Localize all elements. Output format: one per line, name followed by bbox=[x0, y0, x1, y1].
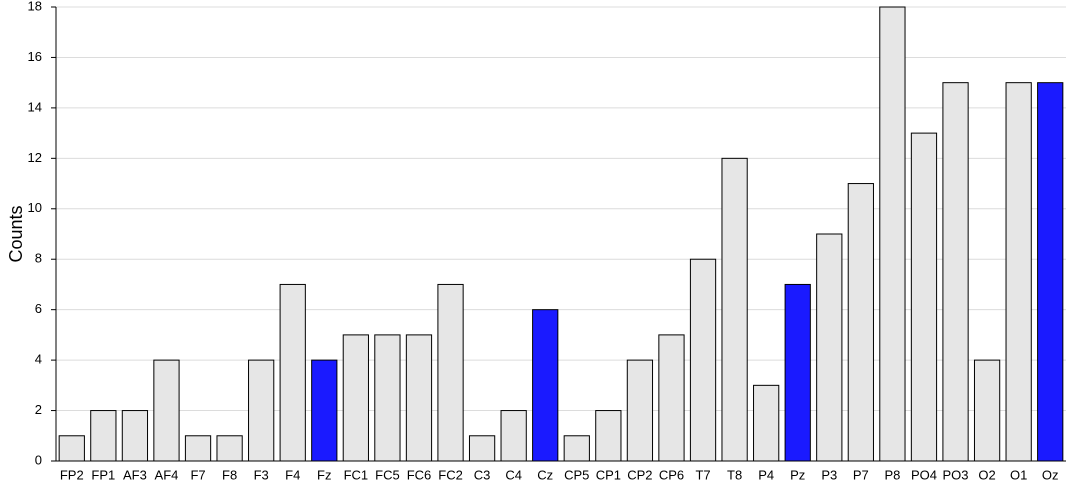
x-tick-label: CP5 bbox=[564, 467, 589, 482]
bar-o1 bbox=[1005, 82, 1032, 462]
x-tick-label: FC2 bbox=[438, 467, 463, 482]
bar-p8 bbox=[879, 6, 906, 462]
x-tick-label: F8 bbox=[222, 467, 237, 482]
y-tick-label: 6 bbox=[35, 301, 42, 316]
x-tick-labels: FP2 FP1 AF3 AF4 F7 F8 F3 F4 Fz FC1 FC5 FC6 FC2 C3 C4 Cz… bbox=[60, 467, 1059, 482]
bar-t7 bbox=[689, 258, 717, 462]
x-tick-label: PO4 bbox=[911, 467, 937, 482]
x-tick-label: C4 bbox=[505, 467, 522, 482]
bar-fc1 bbox=[342, 334, 369, 462]
x-tick-label: Oz bbox=[1042, 467, 1059, 482]
bar-cp2 bbox=[626, 359, 654, 462]
axes bbox=[51, 6, 1066, 462]
y-tick-label: 8 bbox=[35, 251, 42, 266]
bar-fp2 bbox=[58, 435, 85, 462]
y-tick-label: 14 bbox=[28, 99, 42, 114]
y-tick-label: 4 bbox=[35, 352, 42, 367]
x-tick-label: P4 bbox=[758, 467, 774, 482]
x-tick-label: F7 bbox=[190, 467, 205, 482]
bar-cp5 bbox=[563, 435, 590, 462]
bar-t8 bbox=[721, 157, 748, 462]
bar-o2 bbox=[973, 359, 1001, 462]
x-tick-label: PO3 bbox=[943, 467, 969, 482]
bar-p3 bbox=[816, 233, 843, 462]
x-tick-label: Cz bbox=[537, 467, 553, 482]
x-tick-label: P8 bbox=[884, 467, 900, 482]
x-tick-label: CP2 bbox=[627, 467, 652, 482]
y-tick-label: 0 bbox=[35, 452, 42, 467]
y-tick-label: 12 bbox=[28, 150, 42, 165]
bar-oz bbox=[1037, 82, 1064, 462]
x-tick-label: CP6 bbox=[659, 467, 684, 482]
bar-fc2 bbox=[437, 283, 464, 462]
bar-p4 bbox=[753, 384, 780, 462]
y-tick-label: 16 bbox=[28, 49, 42, 64]
bars bbox=[58, 6, 1064, 462]
x-tick-label: FC1 bbox=[344, 467, 369, 482]
x-tick-label: F4 bbox=[285, 467, 300, 482]
bar-p7 bbox=[847, 183, 874, 462]
x-tick-label: FP2 bbox=[60, 467, 84, 482]
x-tick-label: C3 bbox=[474, 467, 491, 482]
bar-cp6 bbox=[658, 334, 685, 462]
bar-c4 bbox=[500, 410, 527, 462]
bar-cz bbox=[532, 309, 559, 462]
y-tick-label: 18 bbox=[28, 0, 42, 13]
x-tick-label: O1 bbox=[1010, 467, 1027, 482]
bar-pz bbox=[784, 283, 811, 462]
x-tick-label: FP1 bbox=[91, 467, 115, 482]
x-tick-label: P3 bbox=[821, 467, 837, 482]
y-axis-label: Counts bbox=[6, 205, 26, 262]
bar-f8 bbox=[216, 435, 243, 462]
bar-f4 bbox=[279, 283, 306, 462]
x-tick-label: Pz bbox=[790, 467, 805, 482]
bar-af4 bbox=[153, 359, 180, 462]
bar-fp1 bbox=[90, 410, 117, 462]
y-tick-labels: 0 2 4 6 8 10 12 14 16 18 bbox=[28, 0, 42, 467]
x-tick-label: F3 bbox=[254, 467, 269, 482]
x-tick-label: P7 bbox=[853, 467, 869, 482]
bar-c3 bbox=[468, 435, 496, 462]
bar-fz bbox=[311, 359, 338, 462]
x-tick-label: T7 bbox=[695, 467, 710, 482]
x-tick-label: FC5 bbox=[375, 467, 400, 482]
bar-f7 bbox=[184, 435, 212, 462]
bar-af3 bbox=[121, 410, 149, 462]
bar-fc6 bbox=[405, 334, 433, 462]
bar-f3 bbox=[248, 359, 275, 462]
x-tick-label: FC6 bbox=[407, 467, 432, 482]
x-tick-label: O2 bbox=[978, 467, 995, 482]
bar-po4 bbox=[910, 132, 938, 462]
grid-lines bbox=[56, 6, 1066, 412]
x-tick-label: T8 bbox=[727, 467, 742, 482]
x-tick-label: AF4 bbox=[155, 467, 179, 482]
bar-po3 bbox=[942, 82, 969, 462]
x-tick-label: AF3 bbox=[123, 467, 147, 482]
bar-cp1 bbox=[595, 410, 622, 462]
x-tick-label: Fz bbox=[317, 467, 331, 482]
y-tick-label: 10 bbox=[28, 200, 42, 215]
bar-fc5 bbox=[374, 334, 401, 462]
x-tick-label: CP1 bbox=[596, 467, 621, 482]
y-tick-label: 2 bbox=[35, 402, 42, 417]
